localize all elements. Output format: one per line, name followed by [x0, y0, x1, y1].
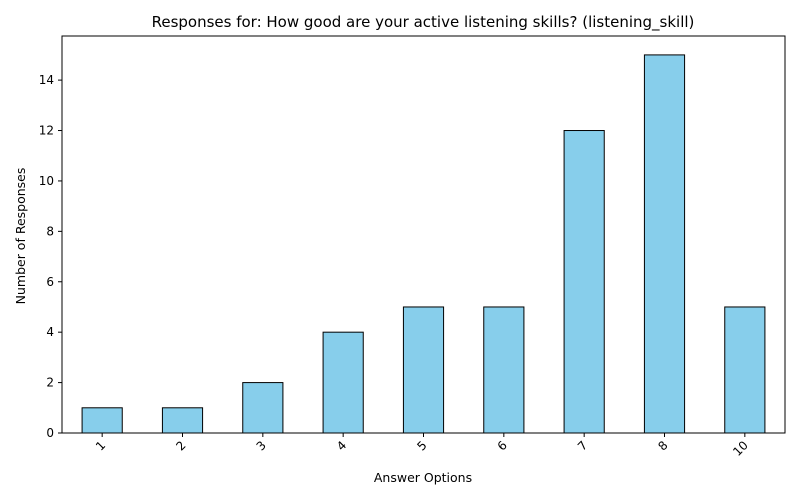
y-axis-label: Number of Responses: [13, 168, 28, 305]
x-tick-label: 5: [414, 438, 429, 453]
x-tick-label: 10: [730, 438, 751, 459]
y-tick-label: 0: [46, 426, 54, 440]
y-tick-label: 4: [46, 325, 54, 339]
bar: [724, 306, 766, 434]
y-tick-label: 2: [46, 376, 54, 390]
y-tick-label: 14: [39, 73, 54, 87]
bar: [161, 407, 204, 434]
x-tick-label: 1: [93, 438, 108, 453]
x-tick-label: 4: [334, 438, 349, 453]
bar: [643, 54, 686, 434]
bar: [402, 306, 445, 434]
x-tick-label: 3: [254, 438, 269, 453]
x-tick-label: 7: [575, 438, 590, 453]
y-tick-label: 12: [39, 124, 54, 138]
bar: [322, 331, 364, 434]
x-tick-label: 6: [495, 438, 510, 453]
bar: [242, 382, 284, 434]
y-tick-label: 10: [39, 174, 54, 188]
chart-title: Responses for: How good are your active …: [152, 13, 695, 32]
y-tick-label: 6: [46, 275, 54, 289]
x-tick-label: 8: [655, 438, 670, 453]
bar: [563, 130, 605, 434]
bar: [81, 407, 123, 434]
x-tick-label: 2: [173, 438, 188, 453]
x-axis-label: Answer Options: [374, 470, 472, 485]
y-tick-label: 8: [46, 224, 54, 238]
bar: [483, 306, 525, 434]
